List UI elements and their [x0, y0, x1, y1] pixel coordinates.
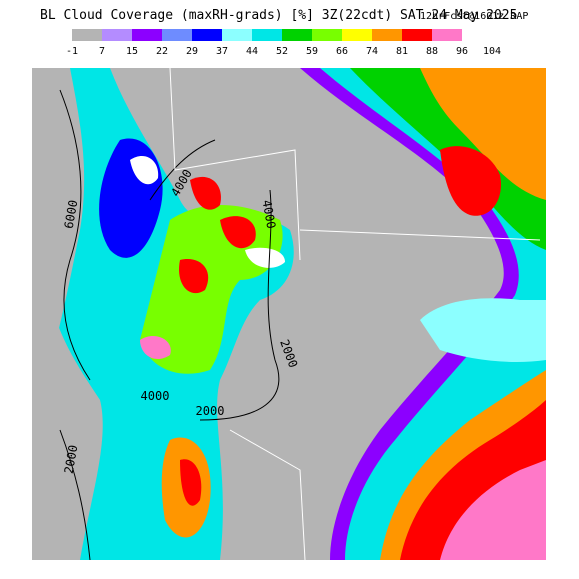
blob-red-3 [220, 216, 256, 249]
colorbar-swatch [432, 29, 462, 41]
border [229, 429, 306, 561]
colorbar-label: 88 [426, 46, 438, 57]
contour-label: 2000 [196, 404, 225, 418]
contour [149, 139, 216, 201]
blob-pink [140, 335, 171, 360]
contour-label: 6000 [62, 199, 81, 230]
colorbar-swatch [282, 29, 312, 41]
band-lightcyan [420, 298, 546, 362]
colorbar-swatch [72, 29, 102, 41]
colorbar-label: 52 [276, 46, 288, 57]
colorbar-label: 15 [126, 46, 138, 57]
contour-label: 4000 [260, 199, 279, 230]
colorbar: -1 7 15 22 29 37 44 52 59 66 74 81 88 96 104 [66, 29, 501, 57]
colorbar-label: 22 [156, 46, 168, 57]
band-pink-south [440, 460, 546, 560]
contour [59, 429, 91, 561]
colorbar-swatch [162, 29, 192, 41]
colorbar-label: 104 [483, 46, 501, 57]
west-gray [32, 68, 85, 360]
state-borders [169, 67, 541, 561]
height-contours [59, 89, 280, 561]
border [299, 229, 541, 241]
title: BL Cloud Coverage (maxRH-grads) [%] 3Z(2… [40, 8, 517, 23]
colorbar-swatch [312, 29, 342, 41]
colorbar-swatch [222, 29, 252, 41]
colorbar-swatch [192, 29, 222, 41]
border [169, 67, 301, 261]
colorbar-label: 66 [336, 46, 348, 57]
colorbar-label: 81 [396, 46, 408, 57]
blob-red-4 [179, 259, 209, 294]
colorbar-label: 29 [186, 46, 198, 57]
blob-white [130, 156, 159, 185]
colorbar-label: 96 [456, 46, 468, 57]
contour-label: 2000 [62, 444, 81, 475]
colorbar-swatch [132, 29, 162, 41]
colorbar-swatch [102, 29, 132, 41]
colorbar-swatch [462, 29, 492, 41]
band-orange [420, 68, 546, 200]
colorbar-label: -1 [66, 46, 78, 57]
colorbar-label: 59 [306, 46, 318, 57]
contour-label: 4000 [141, 389, 170, 403]
colorbar-label: 37 [216, 46, 228, 57]
colorbar-swatch [402, 29, 432, 41]
contour [199, 189, 280, 421]
contour [59, 89, 91, 381]
blob-red [440, 146, 501, 216]
blob-red-2 [190, 176, 221, 210]
colorbar-label: 44 [246, 46, 258, 57]
colorbar-label: 7 [99, 46, 105, 57]
colorbar-swatch [342, 29, 372, 41]
west-lime [140, 205, 283, 374]
subtitle: 12hrFcst@1601z RAP [420, 11, 528, 22]
colorbar-swatch [252, 29, 282, 41]
blob-red-5 [180, 459, 202, 506]
colorbar-label: 74 [366, 46, 378, 57]
colorbar-swatch [372, 29, 402, 41]
blob-white-2 [245, 247, 285, 268]
